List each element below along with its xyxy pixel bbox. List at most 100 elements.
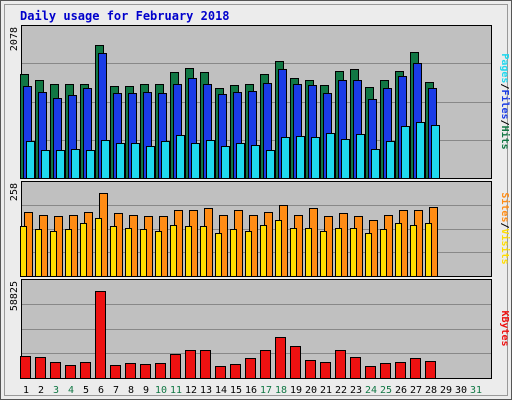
visits-sites-bar-day-14 [215,233,222,277]
x-label-day-6: 6 [98,385,104,396]
usage-pages-bar-day-13 [206,140,215,179]
usage-pages-bar-day-21 [326,133,335,179]
kbytes-kbytes-bar-day-1 [20,356,31,379]
x-label-day-8: 8 [128,385,134,396]
usage-pages-bar-day-22 [341,139,350,179]
kbytes-kbytes-bar-day-26 [395,362,406,379]
x-label-day-20: 20 [305,385,317,396]
visits-sites-bar-day-3 [50,231,57,277]
kbytes-kbytes-bar-day-25 [380,363,391,379]
visits-sites-bar-day-25 [380,229,387,277]
x-label-day-3: 3 [53,385,59,396]
kbytes-kbytes-bar-day-13 [200,350,211,379]
visits-sites-bar-day-18 [275,220,282,277]
kbytes-y-max-label: 58825 [9,281,20,311]
usage-pages-bar-day-20 [311,137,320,179]
x-label-day-5: 5 [83,385,89,396]
usage-y-axis-label: Pages/Files/Hits [499,53,511,149]
visits-sites-bar-day-27 [410,225,417,277]
x-label-day-21: 21 [320,385,332,396]
x-axis-day-labels: 1 2 3 4 5 6 7 8 9 10 11 12 13 14 15 16 17 18 19 20 21 22 23 24 2… [23,385,482,396]
y-label-part: / [499,83,510,89]
chart-title: Daily usage for February 2018 [20,9,230,23]
x-label-day-7: 7 [113,385,119,396]
visits-y-max-label: 258 [9,183,20,201]
y-label-part: Hits [499,126,511,150]
x-label-day-29: 29 [440,385,452,396]
kbytes-kbytes-bar-day-8 [125,363,136,379]
kbytes-kbytes-bar-day-28 [425,361,436,379]
x-label-day-19: 19 [290,385,302,396]
kbytes-kbytes-bar-day-7 [110,365,121,379]
visits-sites-bar-day-8 [125,228,132,277]
x-label-day-13: 13 [200,385,212,396]
visits-sites-bar-day-4 [65,229,72,277]
usage-pages-bar-day-1 [26,141,35,179]
x-label-day-18: 18 [275,385,287,396]
kbytes-kbytes-bar-day-20 [305,360,316,379]
usage-pages-bar-day-6 [101,140,110,179]
visits-sites-bar-day-11 [170,225,177,277]
kbytes-kbytes-bar-day-3 [50,362,61,379]
x-label-day-30: 30 [455,385,467,396]
y-label-part: Pages [499,53,510,83]
kbytes-kbytes-bar-day-9 [140,364,151,379]
y-label-part: Files [499,89,511,119]
x-label-day-27: 27 [410,385,422,396]
x-label-day-11: 11 [170,385,182,396]
visits-sites-bar-day-24 [365,233,372,277]
kbytes-kbytes-bar-day-17 [260,350,271,379]
kbytes-kbytes-bar-day-11 [170,354,181,379]
usage-pages-bar-day-4 [71,149,80,179]
usage-pages-bar-day-16 [251,145,260,179]
kbytes-kbytes-bar-day-16 [245,358,256,379]
kbytes-kbytes-bar-day-21 [320,362,331,379]
kbytes-kbytes-bar-day-10 [155,363,166,379]
x-label-day-12: 12 [185,385,197,396]
usage-pages-bar-day-23 [356,134,365,179]
kbytes-kbytes-bar-day-5 [80,362,91,379]
x-label-day-4: 4 [68,385,74,396]
usage-pages-bar-day-14 [221,146,230,179]
usage-pages-bar-day-9 [146,146,155,179]
kbytes-kbytes-bar-day-6 [95,291,106,379]
usage-pages-bar-day-7 [116,143,125,179]
kbytes-kbytes-bar-day-27 [410,358,421,379]
usage-pages-bar-day-12 [191,143,200,179]
usage-pages-bar-day-10 [161,141,170,179]
usage-pages-bar-day-24 [371,149,380,179]
usage-pages-bar-day-15 [236,143,245,179]
visits-sites-bar-day-22 [335,228,342,277]
y-label-part: Visits [499,229,511,265]
kbytes-kbytes-bar-day-4 [65,365,76,379]
usage-pages-bar-day-19 [296,136,305,179]
x-label-day-9: 9 [143,385,149,396]
visits-sites-bar-day-21 [320,231,327,277]
kbytes-kbytes-bar-day-23 [350,357,361,379]
kbytes-kbytes-bar-day-14 [215,366,226,379]
visits-sites-bar-day-10 [155,231,162,277]
visits-sites-bar-day-7 [110,226,117,277]
visits-sites-bar-day-28 [425,223,432,277]
y-label-part: / [499,222,510,228]
usage-pages-bar-day-18 [281,137,290,179]
x-label-day-2: 2 [38,385,44,396]
visits-sites-bar-day-2 [35,229,42,277]
usage-pages-bar-day-2 [41,150,50,179]
inner-frame [4,4,508,396]
visits-sites-bar-day-19 [290,228,297,277]
visits-sites-bar-day-12 [185,226,192,277]
visits-sites-bar-day-1 [20,226,27,277]
x-label-day-25: 25 [380,385,392,396]
visits-sites-bar-day-9 [140,229,147,277]
x-label-day-23: 23 [350,385,362,396]
usage-pages-bar-day-17 [266,150,275,179]
x-label-day-26: 26 [395,385,407,396]
y-label-part: Sites [499,192,511,222]
usage-pages-bar-day-27 [416,122,425,179]
visits-sites-bar-day-6 [95,218,102,277]
visits-sites-bar-day-15 [230,229,237,277]
